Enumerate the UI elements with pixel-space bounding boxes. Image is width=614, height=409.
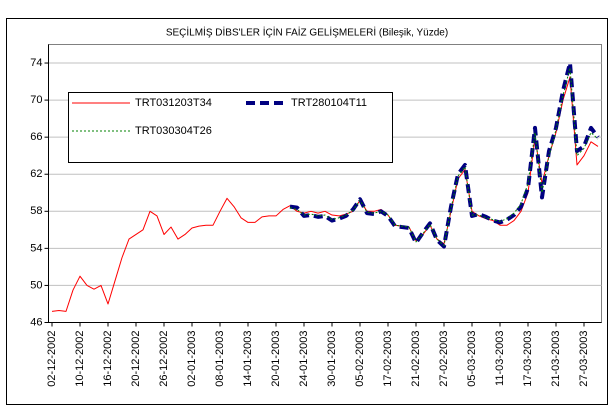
- y-tick-label: 66: [30, 131, 42, 143]
- y-tick-label: 50: [30, 279, 42, 291]
- x-tick-label: 24-01-2003: [298, 331, 310, 387]
- legend-label: TRT031203T34: [135, 97, 212, 109]
- y-tick-label: 46: [30, 316, 42, 328]
- x-tick-label: 10-12-2002: [74, 331, 86, 387]
- chart-title: SEÇİLMİŞ DİBS'LER İÇİN FAİZ GELİŞMELERİ …: [166, 26, 448, 39]
- x-tick-label: 27-03-2003: [578, 331, 590, 387]
- x-tick-label: 27-02-2003: [438, 331, 450, 387]
- y-tick-label: 62: [30, 168, 42, 180]
- x-tick-label: 20-12-2002: [130, 331, 142, 387]
- x-tick-label: 21-02-2003: [410, 331, 422, 387]
- series-line: [289, 67, 599, 247]
- x-tick-label: 21-03-2003: [550, 331, 562, 387]
- x-tick-label: 20-01-2003: [270, 331, 282, 387]
- y-tick-label: 70: [30, 94, 42, 106]
- y-tick-label: 58: [30, 205, 42, 217]
- x-tick-label: 08-01-2003: [214, 331, 226, 387]
- x-tick-label: 02-12-2002: [46, 331, 58, 387]
- x-tick-label: 02-01-2003: [186, 331, 198, 387]
- x-tick-label: 17-03-2003: [522, 331, 534, 387]
- x-tick-label: 05-03-2003: [466, 331, 478, 387]
- y-tick-label: 54: [30, 242, 42, 254]
- x-tick-label: 14-01-2003: [242, 331, 254, 387]
- x-tick-label: 11-03-2003: [494, 331, 506, 386]
- x-tick-label: 05-02-2003: [354, 331, 366, 387]
- legend-box: [68, 92, 393, 163]
- legend-label: TRT280104T11: [291, 97, 367, 109]
- legend-label: TRT030304T26: [135, 125, 212, 137]
- x-tick-label: 26-12-2002: [158, 331, 170, 387]
- plot-area: [48, 44, 602, 323]
- y-tick-label: 74: [30, 57, 42, 69]
- x-tick-label: 17-02-2003: [382, 331, 394, 387]
- x-tick-label: 16-12-2002: [102, 331, 114, 387]
- series-line: [51, 76, 599, 312]
- x-tick-label: 30-01-2003: [326, 331, 338, 387]
